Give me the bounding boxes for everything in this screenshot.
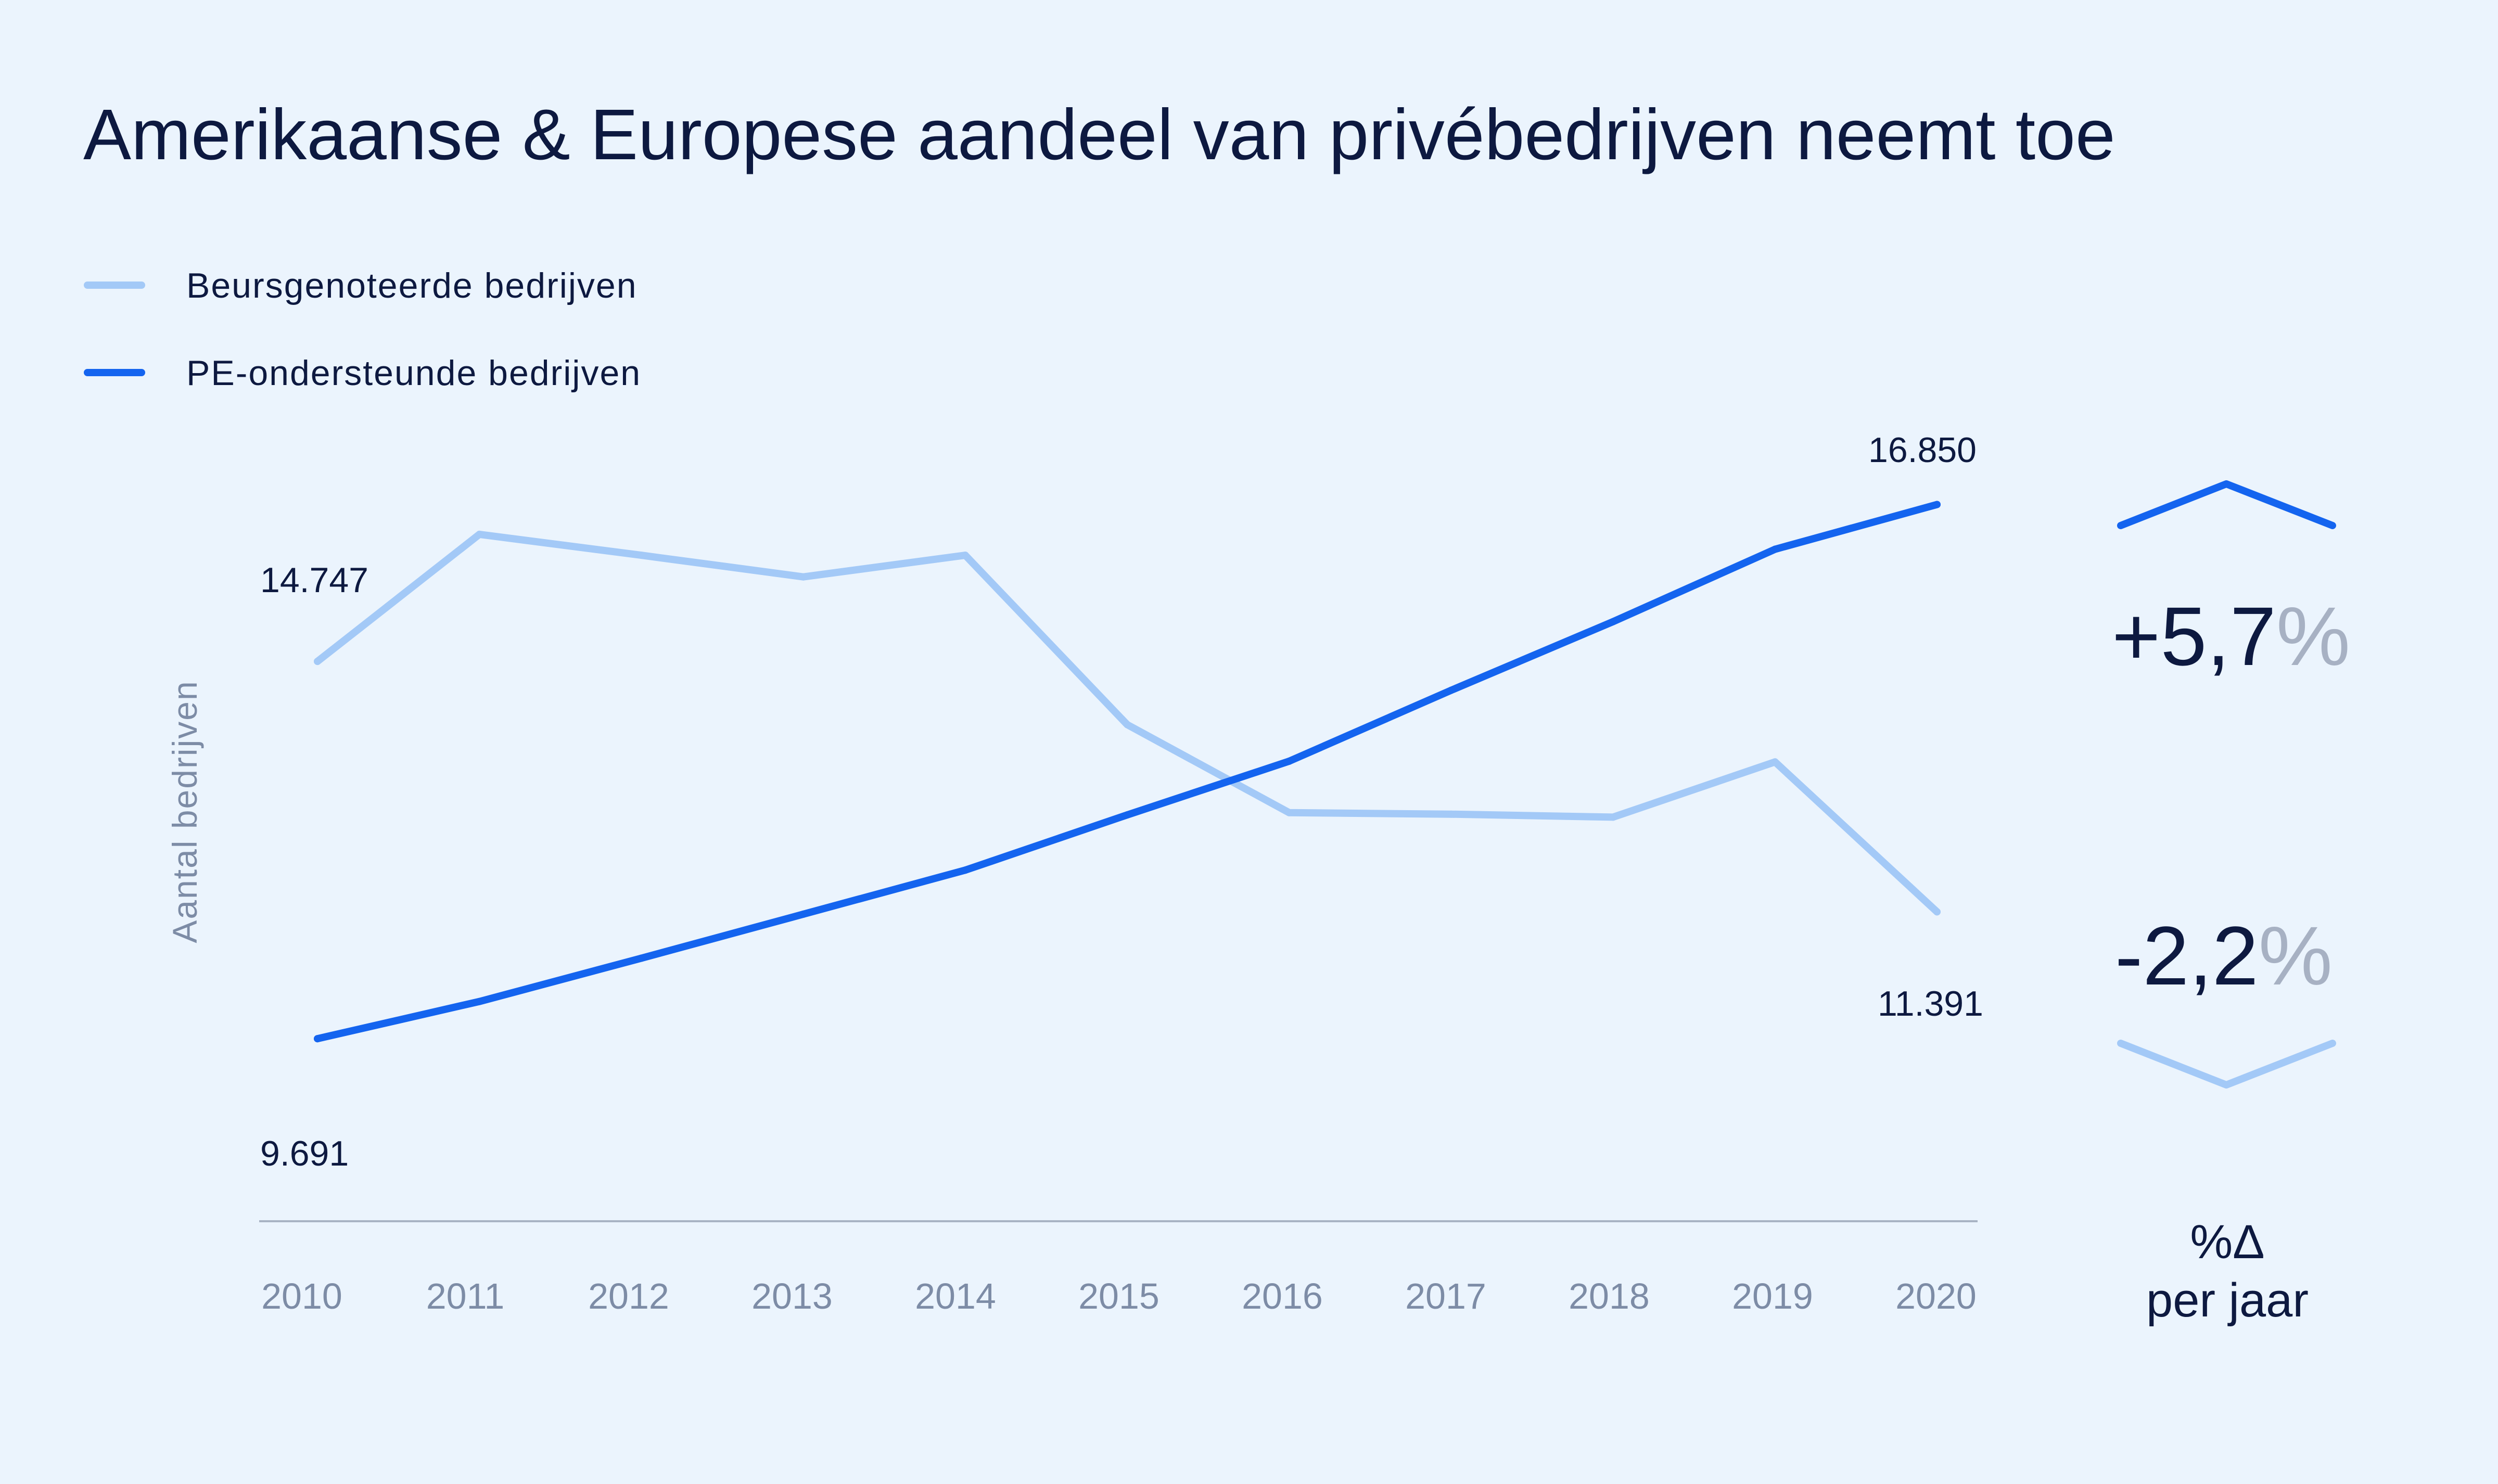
data-point-listed-2020 bbox=[1933, 908, 1941, 916]
data-label-pe-start: 9.691 bbox=[260, 1134, 349, 1173]
data-point-pe-2020 bbox=[1933, 501, 1941, 508]
data-point-pe-2016 bbox=[1285, 757, 1293, 765]
x-tick-label-2020: 2020 bbox=[1895, 1276, 1977, 1316]
data-point-pe-2019 bbox=[1771, 545, 1779, 553]
data-point-listed-2019 bbox=[1771, 758, 1779, 766]
data-point-listed-2010 bbox=[314, 658, 321, 666]
data-point-listed-2018 bbox=[1609, 813, 1617, 821]
x-tick-label-2010: 2010 bbox=[261, 1276, 342, 1316]
data-label-listed-end: 11.391 bbox=[1878, 984, 1983, 1024]
x-tick-label-2017: 2017 bbox=[1405, 1276, 1486, 1316]
y-axis-label: Aantal bedrijven bbox=[165, 680, 204, 943]
chevron-down-icon bbox=[2117, 1040, 2336, 1089]
side-panel: +5,7% -2,2% %Δ per jaar bbox=[2112, 480, 2350, 1327]
data-point-pe-2010 bbox=[314, 1035, 321, 1043]
footer-line-1: %Δ bbox=[2190, 1216, 2264, 1269]
chevron-up-icon bbox=[2117, 480, 2336, 529]
legend-label-listed: Beursgenoteerde bedrijven bbox=[186, 266, 638, 305]
footer-line-2: per jaar bbox=[2146, 1274, 2309, 1327]
data-point-listed-2011 bbox=[476, 530, 483, 538]
data-point-pe-2015 bbox=[1124, 811, 1131, 819]
data-point-pe-2012 bbox=[638, 954, 645, 962]
data-point-pe-2018 bbox=[1609, 618, 1617, 625]
chart-title: Amerikaanse & Europese aandeel van privé… bbox=[83, 95, 2115, 175]
data-point-pe-2017 bbox=[1447, 686, 1455, 694]
x-tick-label-2014: 2014 bbox=[915, 1276, 996, 1316]
x-tick-label-2015: 2015 bbox=[1078, 1276, 1159, 1316]
data-point-listed-2013 bbox=[799, 573, 807, 581]
x-tick-label-2011: 2011 bbox=[426, 1276, 505, 1316]
series-listed bbox=[314, 530, 1941, 916]
x-tick-labels: 2010 2011 2012 2013 2014 2015 2016 2017 2018 2019… bbox=[261, 1276, 1977, 1316]
data-point-listed-2017 bbox=[1447, 810, 1455, 818]
data-point-listed-2015 bbox=[1124, 721, 1131, 728]
series-line-pe bbox=[314, 501, 1941, 1043]
data-label-pe-end: 16.850 bbox=[1868, 430, 1977, 470]
legend: Beursgenoteerde bedrijven PE-ondersteund… bbox=[84, 266, 641, 393]
x-tick-label-2018: 2018 bbox=[1569, 1276, 1650, 1316]
x-tick-label-2013: 2013 bbox=[751, 1276, 833, 1316]
data-point-pe-2014 bbox=[961, 866, 969, 874]
growth-down-value: -2,2% bbox=[2115, 909, 2333, 1002]
data-point-pe-2011 bbox=[476, 997, 483, 1005]
series-layer bbox=[314, 501, 1941, 1043]
data-label-listed-start: 14.747 bbox=[260, 560, 368, 600]
legend-label-pe: PE-ondersteunde bedrijven bbox=[186, 353, 641, 393]
data-point-listed-2016 bbox=[1285, 809, 1293, 816]
data-point-pe-2013 bbox=[799, 910, 807, 918]
x-tick-label-2012: 2012 bbox=[588, 1276, 669, 1316]
series-pe bbox=[314, 501, 1941, 1043]
x-tick-label-2019: 2019 bbox=[1732, 1276, 1813, 1316]
data-point-listed-2012 bbox=[638, 552, 645, 559]
growth-up-value: +5,7% bbox=[2112, 590, 2350, 683]
x-tick-label-2016: 2016 bbox=[1242, 1276, 1323, 1316]
data-point-listed-2014 bbox=[961, 552, 969, 559]
